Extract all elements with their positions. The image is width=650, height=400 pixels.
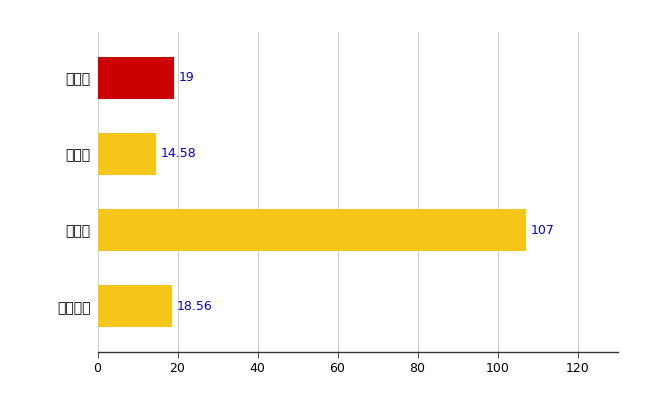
Bar [98,285,172,327]
Text: 14.58: 14.58 [161,148,196,160]
Bar [98,57,174,99]
Text: 107: 107 [530,224,554,236]
Bar [98,133,156,175]
Bar [98,209,525,251]
Text: 19: 19 [178,71,194,84]
Text: 18.56: 18.56 [177,300,213,313]
